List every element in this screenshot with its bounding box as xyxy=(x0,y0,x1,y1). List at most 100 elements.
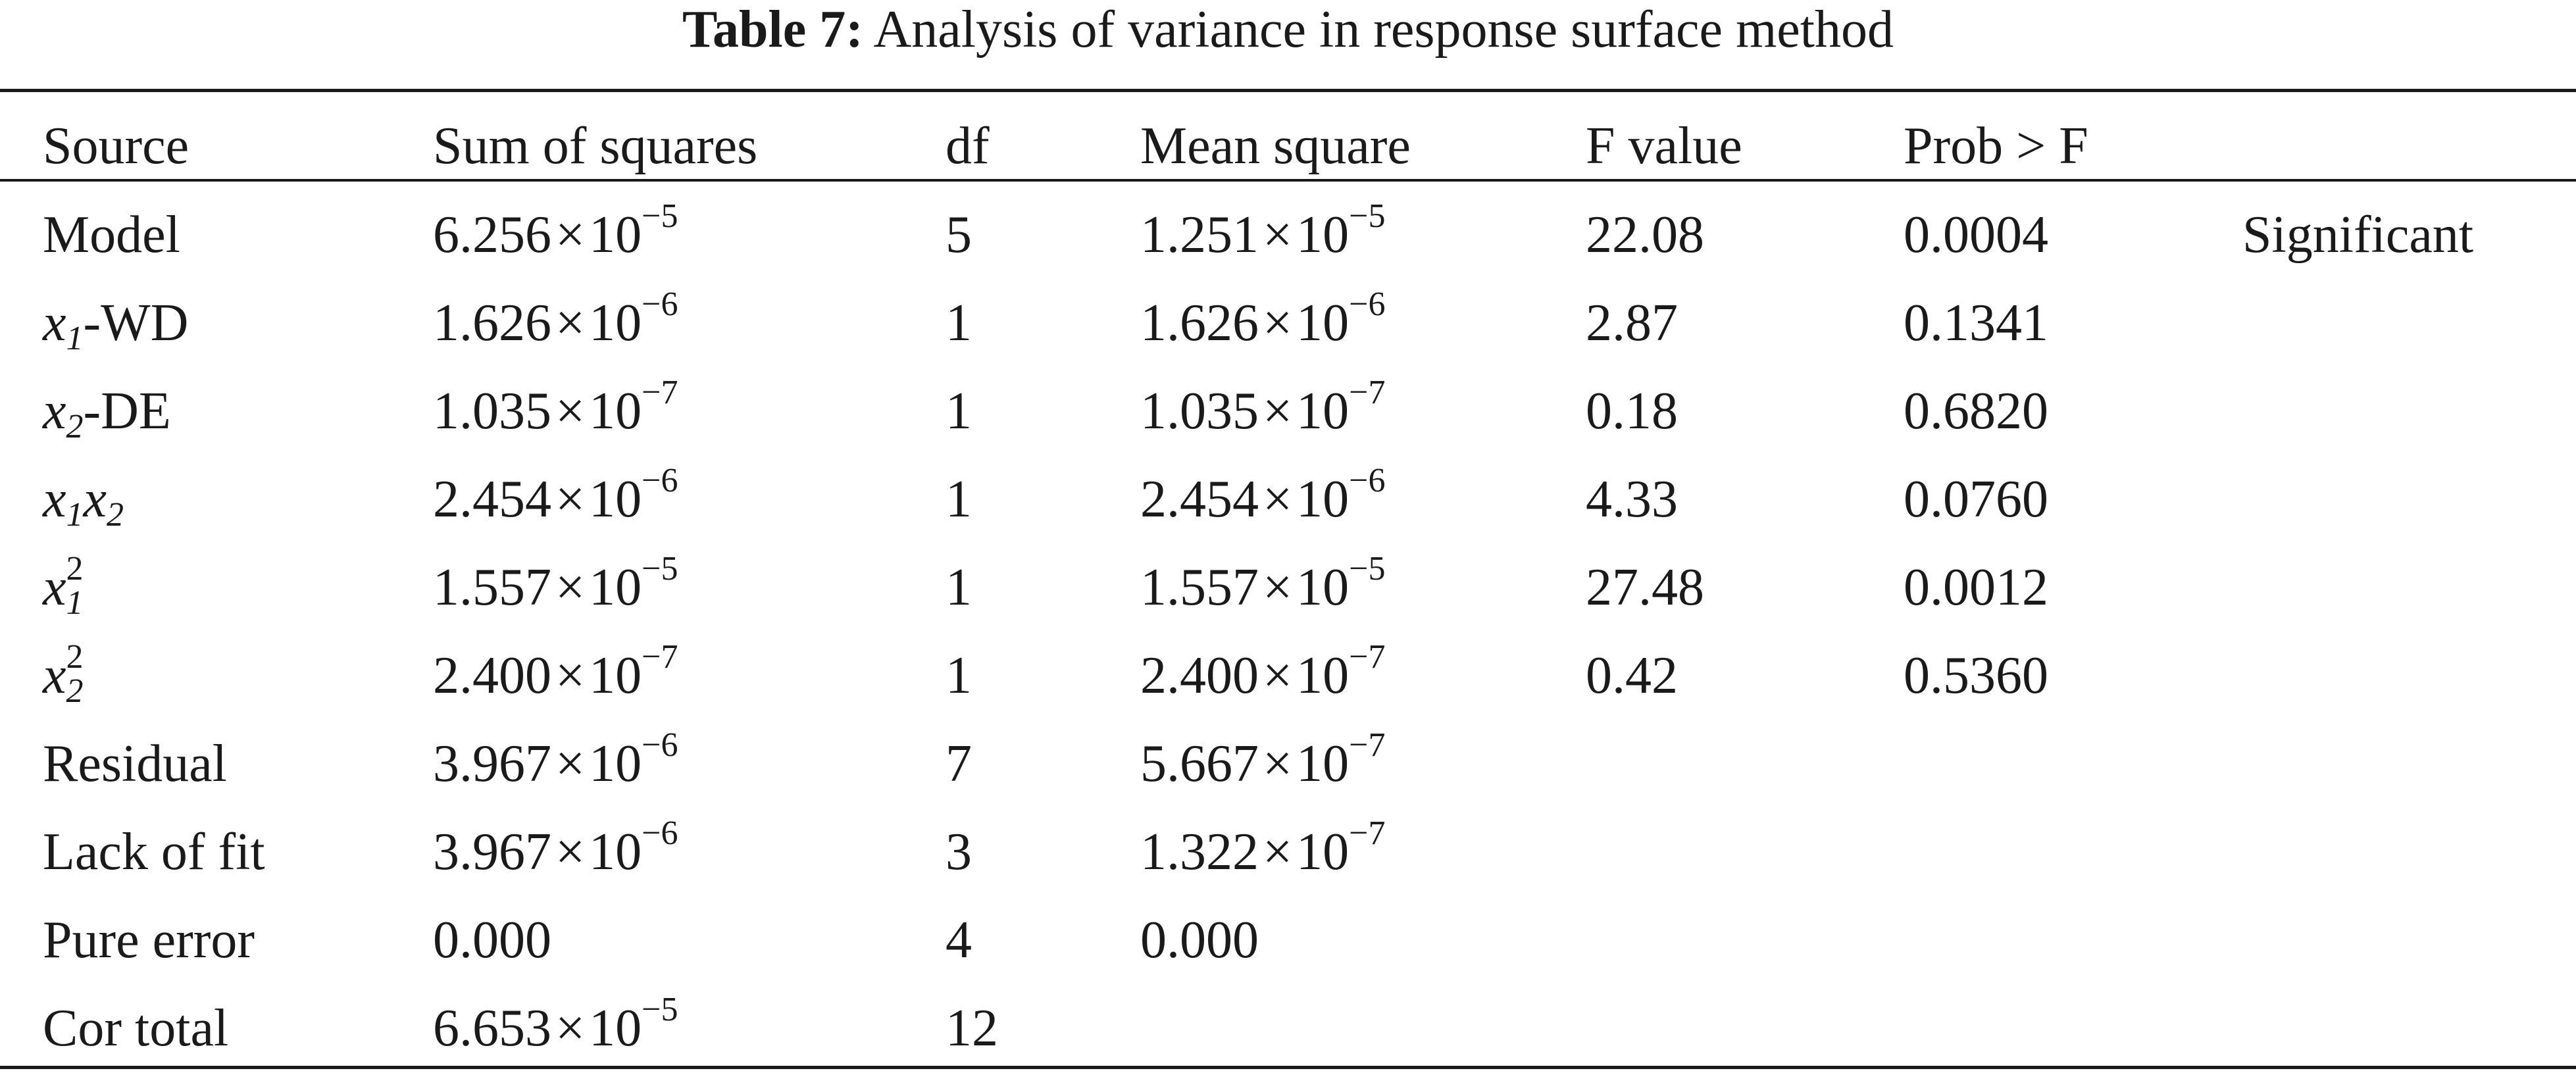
source-label: Lack of fit xyxy=(43,823,265,881)
sum-of-squares-cell-mantissa: 1.557 xyxy=(433,559,551,616)
mean-square-cell-mantissa: 2.400 xyxy=(1140,647,1259,705)
sum-of-squares-cell-value: 0.000 xyxy=(433,911,551,969)
mean-square-cell: 1.557×10−5 xyxy=(1140,543,1385,632)
sum-of-squares-cell: 1.035×10−7 xyxy=(433,367,678,456)
mean-square-cell-exponent: −6 xyxy=(1349,286,1386,323)
times-sign: × xyxy=(1263,823,1293,881)
prob-cell: 0.5360 xyxy=(1904,647,2048,705)
times-sign: × xyxy=(555,559,586,616)
source-variable: x xyxy=(43,382,66,440)
sum-of-squares-cell: 6.256×10−5 xyxy=(433,191,678,280)
power-base: 10 xyxy=(1296,470,1350,528)
power-base: 10 xyxy=(589,559,642,616)
table-row: x2-DE 1.035×10−7 1 1.035×10−7 0.18 0.6820 xyxy=(0,367,2576,456)
source-subscript: 1 xyxy=(66,320,84,357)
source-label: Cor total xyxy=(43,999,229,1057)
df-cell: 1 xyxy=(946,382,972,440)
f-value-cell: 0.42 xyxy=(1586,647,1678,705)
source-variable: x xyxy=(43,559,66,616)
mean-square-cell-exponent: −7 xyxy=(1349,374,1386,411)
mean-square-cell-exponent: −7 xyxy=(1349,638,1386,676)
source-suffix: -WD xyxy=(83,294,189,352)
table-title: Analysis of variance in response surface… xyxy=(873,1,1894,59)
f-value-cell: 4.33 xyxy=(1586,470,1678,528)
source-superscript: 2 xyxy=(66,550,84,588)
sum-of-squares-cell: 3.967×10−6 xyxy=(433,808,678,897)
power-base: 10 xyxy=(589,735,642,793)
prob-cell: 0.0760 xyxy=(1904,470,2048,528)
top-rule xyxy=(0,89,2576,92)
sum-of-squares-cell-mantissa: 3.967 xyxy=(433,823,551,881)
source-cell: x1x2 xyxy=(43,455,124,544)
source-variable: x xyxy=(43,294,66,352)
sum-of-squares-cell-mantissa: 2.400 xyxy=(433,647,551,705)
header-prob: Prob > F xyxy=(1904,117,2088,175)
header-row: Source Sum of squares df Mean square F v… xyxy=(0,102,2576,191)
power-base: 10 xyxy=(589,206,642,264)
mean-square-cell: 0.000 xyxy=(1140,896,1259,985)
sum-of-squares-cell: 2.400×10−7 xyxy=(433,632,678,720)
source-cell: Lack of fit xyxy=(43,808,265,897)
table-row: Lack of fit 3.967×10−6 3 1.322×10−7 xyxy=(0,808,2576,897)
source-variable: x xyxy=(43,470,66,528)
power-base: 10 xyxy=(1296,647,1350,705)
mean-square-cell: 1.626×10−6 xyxy=(1140,279,1385,368)
mean-square-cell: 5.667×10−7 xyxy=(1140,720,1385,809)
table-row: Residual 3.967×10−6 7 5.667×10−7 xyxy=(0,720,2576,809)
mean-square-cell: 1.251×10−5 xyxy=(1140,191,1385,280)
times-sign: × xyxy=(1263,735,1293,793)
significance-note: Significant xyxy=(2242,206,2474,264)
mean-square-cell-value: 0.000 xyxy=(1140,911,1259,969)
header-mean-square: Mean square xyxy=(1140,117,1411,175)
times-sign: × xyxy=(1263,382,1293,440)
bottom-rule xyxy=(0,1066,2576,1069)
table-row: x1-WD 1.626×10−6 1 1.626×10−6 2.87 0.1341 xyxy=(0,279,2576,368)
source-cell: Pure error xyxy=(43,896,255,985)
sum-of-squares-cell: 1.557×10−5 xyxy=(433,543,678,632)
prob-cell: 0.6820 xyxy=(1904,382,2048,440)
sum-of-squares-cell: 6.653×10−5 xyxy=(433,984,678,1073)
source-cell: x22 xyxy=(43,632,84,720)
source-label: Pure error xyxy=(43,911,255,969)
times-sign: × xyxy=(555,735,586,793)
power-base: 10 xyxy=(1296,382,1350,440)
sum-of-squares-cell: 3.967×10−6 xyxy=(433,720,678,809)
source-subscript: 1 xyxy=(66,584,84,622)
sum-of-squares-cell: 2.454×10−6 xyxy=(433,455,678,544)
sum-of-squares-cell-exponent: −5 xyxy=(642,197,678,235)
df-cell: 1 xyxy=(946,294,972,352)
mean-square-cell: 1.035×10−7 xyxy=(1140,367,1385,456)
mean-square-cell-mantissa: 1.251 xyxy=(1140,206,1259,264)
power-base: 10 xyxy=(589,647,642,705)
times-sign: × xyxy=(555,999,586,1057)
mean-square-cell-exponent: −7 xyxy=(1349,814,1386,852)
mean-square-cell: 2.400×10−7 xyxy=(1140,632,1385,720)
df-cell: 3 xyxy=(946,823,972,881)
times-sign: × xyxy=(1263,647,1293,705)
header-source: Source xyxy=(43,117,189,175)
mean-square-cell-mantissa: 1.322 xyxy=(1140,823,1259,881)
source-cell: Residual xyxy=(43,720,227,809)
sum-of-squares-cell-mantissa: 2.454 xyxy=(433,470,551,528)
times-sign: × xyxy=(1263,294,1293,352)
sum-of-squares-cell-mantissa: 6.653 xyxy=(433,999,551,1057)
times-sign: × xyxy=(1263,470,1293,528)
table-row: Pure error 0.000 4 0.000 xyxy=(0,896,2576,985)
sum-of-squares-cell-exponent: −6 xyxy=(642,814,678,852)
table-caption: Table 7: Analysis of variance in respons… xyxy=(0,0,2576,59)
power-base: 10 xyxy=(589,294,642,352)
header-df: df xyxy=(946,117,990,175)
mean-square-cell-mantissa: 5.667 xyxy=(1140,735,1259,793)
times-sign: × xyxy=(555,470,586,528)
source-subscript: 2 xyxy=(66,672,84,710)
source-subscript: 2 xyxy=(66,408,84,445)
sum-of-squares-cell-mantissa: 6.256 xyxy=(433,206,551,264)
power-base: 10 xyxy=(589,382,642,440)
mean-square-cell: 2.454×10−6 xyxy=(1140,455,1385,544)
sum-of-squares-cell-exponent: −6 xyxy=(642,726,678,764)
source-cell: x12 xyxy=(43,543,84,632)
times-sign: × xyxy=(1263,559,1293,616)
f-value-cell: 27.48 xyxy=(1586,559,1704,616)
df-cell: 7 xyxy=(946,735,972,793)
times-sign: × xyxy=(555,823,586,881)
